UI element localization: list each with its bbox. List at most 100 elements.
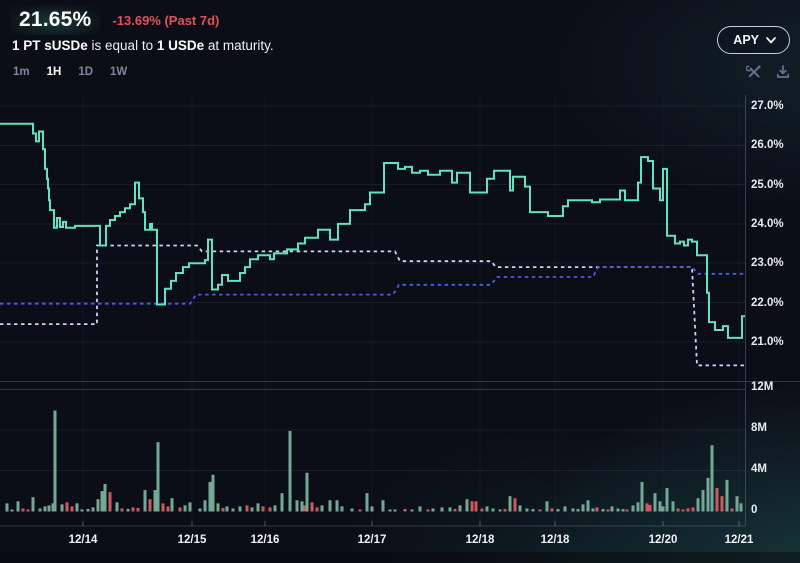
volume-bar — [591, 508, 595, 512]
maturity-note-tail: at maturity. — [204, 38, 274, 53]
volume-bar — [576, 508, 580, 512]
pt-token-name: 1 PT sUSDe — [12, 38, 88, 53]
date-axis-label: 12/15 — [177, 534, 207, 546]
volume-bar — [216, 503, 220, 512]
volume-bar — [211, 474, 215, 512]
volume-bar — [381, 500, 385, 512]
volume-bar — [556, 508, 560, 512]
bottom-band — [0, 552, 800, 563]
volume-bar — [658, 501, 662, 512]
volume-bar — [183, 505, 187, 512]
timeframe-1h[interactable]: 1H — [46, 66, 62, 78]
volume-bar — [701, 490, 705, 512]
volume-bar — [120, 508, 124, 512]
volume-bar — [170, 498, 174, 512]
volume-bar — [31, 497, 35, 512]
volume-bar — [153, 490, 157, 512]
volume-bar — [681, 509, 685, 512]
volume-bar — [370, 506, 374, 512]
volume-bar — [100, 491, 104, 512]
date-axis-label: 12/20 — [648, 534, 678, 546]
volume-bar — [388, 509, 392, 512]
timeframe-1w[interactable]: 1W — [110, 66, 128, 78]
volume-bar — [661, 506, 665, 512]
date-axis-label: 12/17 — [357, 534, 387, 546]
volume-bar — [136, 507, 140, 512]
apy-dropdown-button[interactable]: APY — [717, 26, 790, 54]
header: 21.65% -13.69% (Past 7d) — [10, 5, 219, 35]
volume-bar — [725, 479, 729, 512]
volume-bar — [418, 506, 422, 512]
volume-bar — [686, 508, 690, 512]
timeframe-1m[interactable]: 1m — [13, 66, 30, 78]
volume-bar — [470, 501, 474, 512]
volume-bar — [225, 506, 229, 512]
volume-bar — [503, 508, 507, 512]
timeframe-1d[interactable]: 1D — [78, 66, 94, 78]
volume-bar — [161, 503, 165, 512]
volume-bar — [691, 507, 695, 512]
price-axis-label: 23.0% — [751, 257, 784, 270]
chart-toolbar — [746, 64, 791, 80]
apy-dropdown-label: APY — [733, 33, 759, 47]
volume-bar — [288, 430, 292, 512]
date-axis-label: 12/21 — [724, 534, 754, 546]
volume-bar — [148, 499, 152, 512]
volume-bar — [303, 505, 307, 512]
price-axis-label: 27.0% — [751, 100, 784, 112]
volume-bar — [531, 508, 535, 512]
volume-bar — [115, 502, 119, 512]
volume-bar — [358, 509, 362, 512]
volume-bar — [508, 496, 512, 512]
volume-bar — [335, 500, 339, 512]
volume-bar — [340, 506, 344, 512]
lower-band-series — [0, 266, 745, 305]
price-axis-label: 22.0% — [751, 296, 784, 309]
volume-bar — [458, 505, 462, 512]
volume-bar — [365, 493, 369, 512]
volume-bar — [47, 505, 51, 512]
volume-bar — [513, 498, 517, 512]
volume-bar — [238, 506, 242, 512]
tools-icon[interactable] — [746, 64, 762, 80]
volume-bar — [586, 500, 590, 512]
volume-bar — [426, 509, 430, 512]
volume-bar — [606, 509, 610, 512]
volume-bar — [550, 508, 554, 512]
volume-bar — [671, 501, 675, 512]
volume-bar — [465, 499, 469, 512]
apy-change-7d: -13.69% (Past 7d) — [112, 12, 220, 28]
download-icon[interactable] — [775, 64, 791, 80]
volume-bar — [75, 503, 79, 512]
volume-bar — [103, 483, 107, 512]
volume-bar — [295, 500, 299, 512]
volume-bar — [10, 509, 14, 512]
volume-bar — [665, 488, 669, 512]
volume-bar — [188, 502, 192, 512]
volume-bar — [178, 507, 182, 512]
volume-bar — [631, 505, 635, 512]
volume-bar — [221, 507, 225, 512]
volume-bar — [65, 502, 69, 512]
volume-bar — [38, 508, 42, 512]
volume-bar — [730, 508, 734, 512]
price-axis-label: 25.0% — [751, 178, 784, 191]
volume-bar — [108, 492, 112, 512]
volume-bar — [640, 481, 644, 512]
volume-bar — [5, 503, 9, 512]
volume-bar — [256, 503, 260, 512]
volume-bar — [636, 502, 640, 512]
volume-bar — [261, 506, 265, 512]
volume-bar — [645, 503, 649, 512]
volume-bar — [653, 493, 657, 512]
volume-bar — [403, 508, 407, 512]
volume-bar — [51, 503, 55, 512]
volume-bar — [525, 508, 529, 512]
volume-bar — [310, 502, 314, 512]
volume-axis-label: 8M — [751, 421, 767, 434]
volume-bar — [648, 504, 652, 512]
volume-bar — [315, 507, 319, 512]
date-axis-label: 12/16 — [250, 534, 280, 546]
volume-bar — [431, 508, 435, 512]
